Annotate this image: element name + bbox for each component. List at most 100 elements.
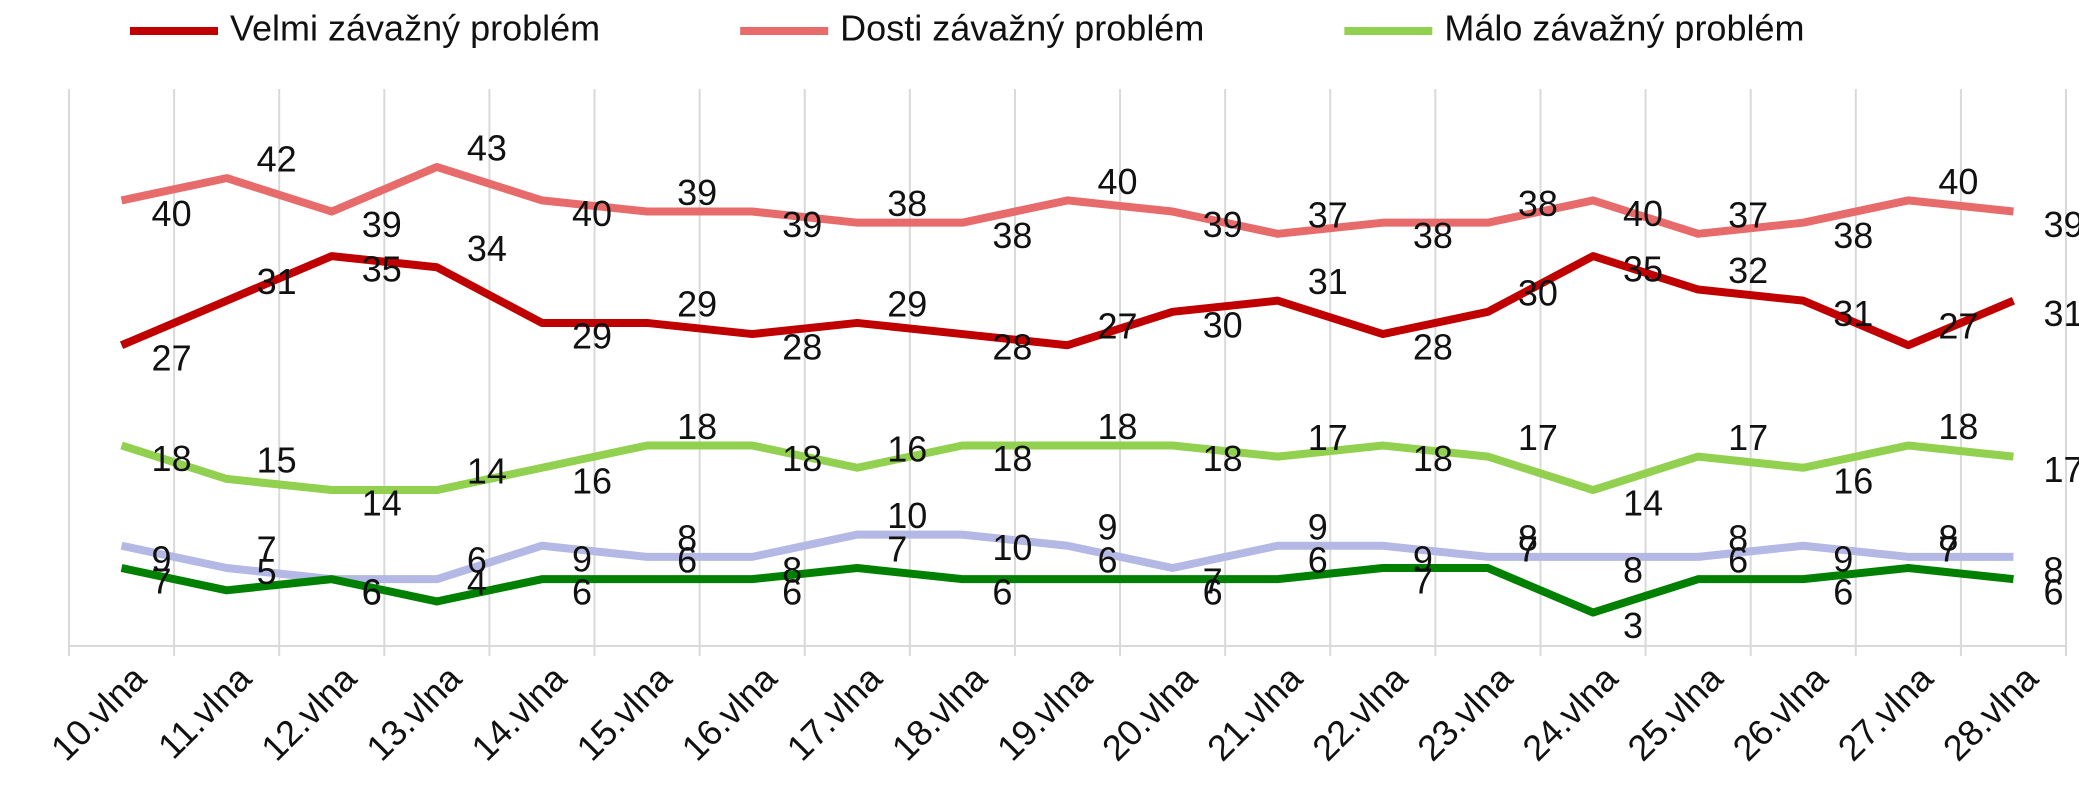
x-tick-label: 23.vlna xyxy=(1409,657,1521,769)
data-label: 40 xyxy=(572,193,612,234)
x-tick-label: 28.vlna xyxy=(1935,657,2047,769)
data-label: 31 xyxy=(257,261,297,302)
data-label: 7 xyxy=(1518,529,1538,570)
data-label: 28 xyxy=(782,327,822,368)
data-label: 6 xyxy=(1728,540,1748,581)
data-label: 29 xyxy=(677,283,717,324)
x-tick-label: 11.vlna xyxy=(150,657,260,767)
data-label: 38 xyxy=(992,215,1032,256)
line-series xyxy=(120,162,2014,238)
data-label: 27 xyxy=(152,338,192,379)
data-label: 35 xyxy=(362,249,402,290)
data-label: 14 xyxy=(467,451,507,492)
data-label: 37 xyxy=(1308,194,1348,235)
line-series xyxy=(120,564,2014,617)
data-label: 30 xyxy=(1203,304,1243,345)
data-label: 39 xyxy=(782,204,822,245)
data-label: 8 xyxy=(2043,549,2063,590)
data-label: 9 xyxy=(1413,538,1433,579)
data-label: 38 xyxy=(1413,215,1453,256)
data-label: 18 xyxy=(992,438,1032,479)
data-label: 6 xyxy=(362,572,382,613)
data-label: 7 xyxy=(152,561,172,602)
x-tick-label: 14.vlna xyxy=(463,657,575,769)
data-label: 38 xyxy=(1518,183,1558,224)
data-label: 6 xyxy=(572,572,592,613)
data-label: 34 xyxy=(467,228,507,269)
data-label: 27 xyxy=(1938,306,1978,347)
x-tick-label: 24.vlna xyxy=(1514,657,1626,769)
data-label: 6 xyxy=(782,572,802,613)
data-label: 18 xyxy=(782,438,822,479)
data-label: 18 xyxy=(1098,406,1138,447)
data-label: 16 xyxy=(1833,460,1873,501)
x-tick-label: 25.vlna xyxy=(1619,657,1731,769)
x-tick-label: 17.vlna xyxy=(779,657,891,769)
data-label: 40 xyxy=(1938,161,1978,202)
data-label: 40 xyxy=(1623,193,1663,234)
data-label: 17 xyxy=(1518,417,1558,458)
data-label: 31 xyxy=(2043,293,2079,334)
data-label: 17 xyxy=(1308,417,1348,458)
line-series xyxy=(119,252,2016,350)
data-label: 4 xyxy=(467,562,487,603)
data-label: 7 xyxy=(257,529,277,570)
data-label: 42 xyxy=(257,139,297,180)
line-series xyxy=(120,530,2014,584)
x-tick-label: 12.vlna xyxy=(253,657,365,769)
legend-label: Málo závažný problém xyxy=(1444,8,1804,49)
data-label: 17 xyxy=(1728,417,1768,458)
data-label: 3 xyxy=(1623,605,1643,646)
data-label: 35 xyxy=(1623,249,1663,290)
data-label: 8 xyxy=(1623,549,1643,590)
data-label: 39 xyxy=(1203,204,1243,245)
data-label: 8 xyxy=(1938,517,1958,558)
data-label: 28 xyxy=(1413,327,1453,368)
data-label: 10 xyxy=(887,495,927,536)
data-label: 6 xyxy=(1098,540,1118,581)
data-label: 31 xyxy=(1308,261,1348,302)
data-label: 6 xyxy=(677,540,697,581)
data-label: 9 xyxy=(1098,506,1118,547)
data-label: 7 xyxy=(1203,561,1223,602)
data-label: 9 xyxy=(572,538,592,579)
data-label: 10 xyxy=(992,527,1032,568)
data-label: 17 xyxy=(2043,449,2079,490)
x-tick-label: 22.vlna xyxy=(1304,657,1416,769)
x-tick-label: 21.vlna xyxy=(1199,657,1311,769)
data-label: 18 xyxy=(1413,438,1453,479)
data-label: 18 xyxy=(1203,438,1243,479)
data-label: 27 xyxy=(1098,306,1138,347)
data-label: 40 xyxy=(1098,161,1138,202)
data-label: 8 xyxy=(1518,517,1538,558)
data-label: 30 xyxy=(1518,272,1558,313)
data-label: 31 xyxy=(1833,293,1873,334)
data-label: 39 xyxy=(2043,204,2079,245)
data-label: 6 xyxy=(362,572,382,613)
x-tick-label: 16.vlna xyxy=(673,657,785,769)
data-label: 14 xyxy=(1623,483,1663,524)
x-tick-label: 18.vlna xyxy=(884,657,996,769)
data-label: 39 xyxy=(362,204,402,245)
data-label: 6 xyxy=(2043,572,2063,613)
data-label: 29 xyxy=(887,283,927,324)
data-label: 39 xyxy=(677,172,717,213)
data-label: 7 xyxy=(1938,529,1958,570)
data-label: 43 xyxy=(467,127,507,168)
data-label: 15 xyxy=(257,439,297,480)
data-label: 16 xyxy=(887,428,927,469)
data-label: 7 xyxy=(887,529,907,570)
line-series xyxy=(120,441,2014,495)
x-tick-label: 10.vlna xyxy=(43,657,155,769)
x-tick-label: 13.vlna xyxy=(358,657,470,769)
data-label: 9 xyxy=(1308,506,1328,547)
data-label: 40 xyxy=(152,193,192,234)
data-label: 8 xyxy=(677,517,697,558)
data-label: 6 xyxy=(467,540,487,581)
data-label: 8 xyxy=(1728,517,1748,558)
x-tick-label: 20.vlna xyxy=(1094,657,1206,769)
data-label: 29 xyxy=(572,315,612,356)
data-label: 38 xyxy=(1833,215,1873,256)
data-label: 14 xyxy=(362,483,402,524)
